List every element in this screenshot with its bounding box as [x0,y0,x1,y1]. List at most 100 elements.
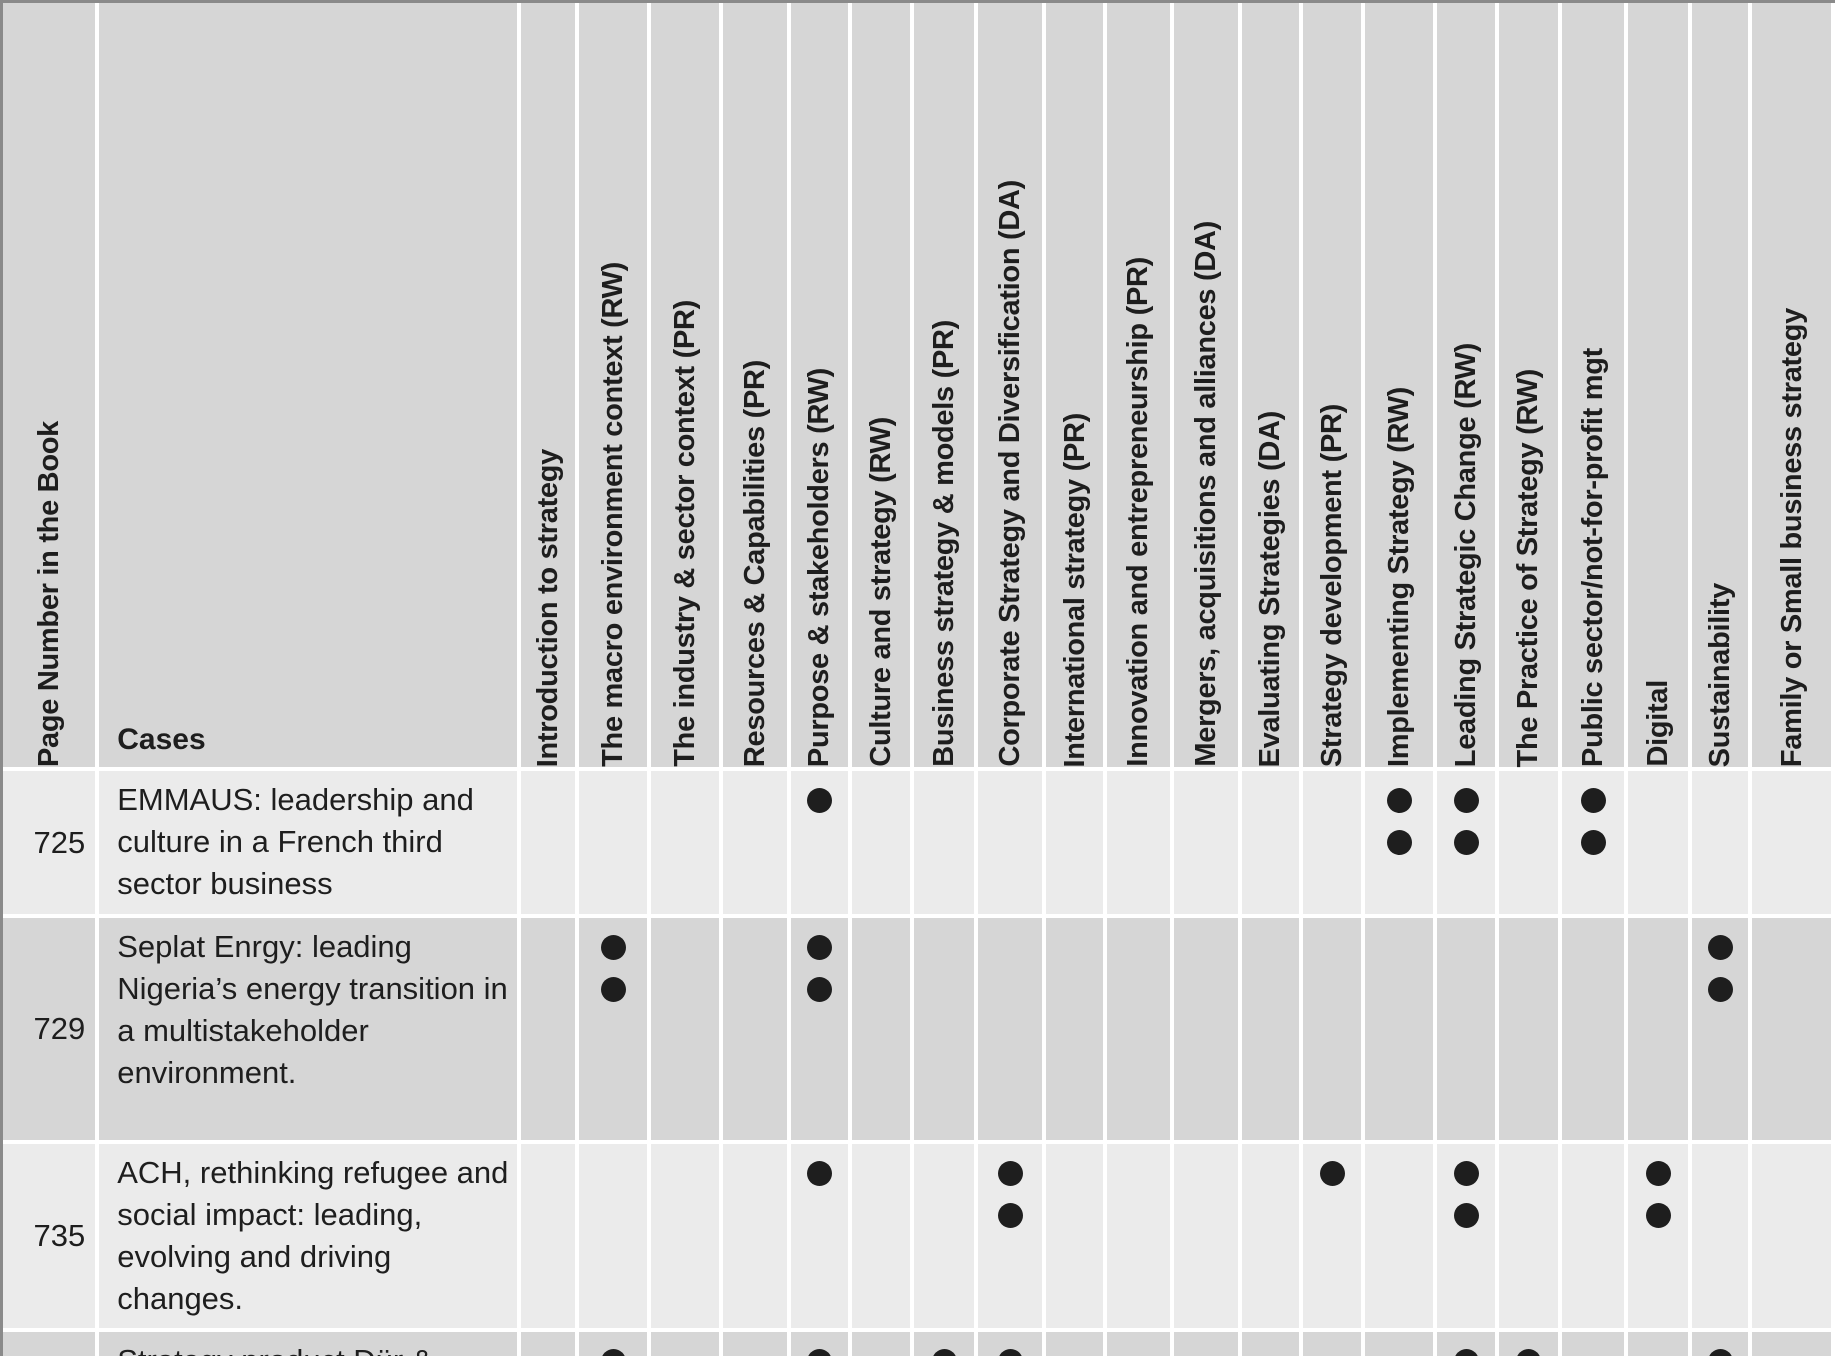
topic-cell [852,1332,911,1356]
bullet-dot-icon [807,935,833,960]
topic-cell [1365,1144,1433,1328]
page-number: 729 [3,918,96,1140]
topic-header: Culture and strategy (RW) [852,3,911,767]
topic-cell [1173,1144,1238,1328]
topic-cell [790,918,849,1140]
bullet-dot-icon [997,1203,1023,1228]
topic-cell [977,771,1042,914]
page-number: 725 [3,771,96,914]
topic-header: Public sector/not-for-profit mgt [1562,3,1625,767]
topic-cell [579,1332,648,1356]
topic-cell [977,1144,1042,1328]
bullet-dot-icon [1453,1161,1479,1186]
topic-header: The macro environment context (RW) [579,3,648,767]
bullet-dot-icon [1386,830,1412,855]
topic-label: Resources & Capabilities (PR) [738,359,771,767]
topic-cell [1562,1332,1625,1356]
topic-cell [1752,1332,1831,1356]
topic-cell [1498,918,1559,1140]
topic-cell [1045,1332,1104,1356]
bullet-dot-icon [807,788,833,813]
page-number: 735 [3,1144,96,1328]
bullet-dot-icon [1453,830,1479,855]
bullet-dot-icon [807,1349,833,1356]
topic-cell [1691,1332,1749,1356]
topic-cell [1691,771,1749,914]
topic-cell [1436,1332,1495,1356]
topic-cell [579,1144,648,1328]
topic-cell [1107,918,1170,1140]
case-title: EMMAUS: leadership and culture in a Fren… [99,771,517,914]
topic-cell [722,1144,787,1328]
topic-header: International strategy (PR) [1045,3,1104,767]
topic-cell [1628,771,1688,914]
topic-cell [852,1144,911,1328]
cases-header: Cases [99,3,517,767]
bullet-dot-icon [997,1161,1023,1186]
topic-cell [1562,771,1625,914]
bullet-dot-icon [932,1349,958,1356]
topic-cell [1365,1332,1433,1356]
cases-label: Cases [117,723,206,756]
case-title: Strategy product Dür & [99,1332,517,1356]
topic-label: Public sector/not-for-profit mgt [1577,348,1610,767]
topic-cell [1365,918,1433,1140]
topic-cell [1498,1144,1559,1328]
topic-cell [1303,771,1362,914]
topic-cell [1241,1144,1300,1328]
header-row: Page Number in the Book Cases Introduction… [3,3,1831,767]
topic-cell [1173,918,1238,1140]
topic-cell [1752,1144,1831,1328]
topic-label: Purpose & stakeholders (RW) [803,367,836,767]
bullet-dot-icon [1320,1161,1346,1186]
topic-header: Sustainability [1691,3,1749,767]
page-number [3,1332,96,1356]
table-row: 735 ACH, rethinking refugee and social im… [3,1144,1831,1328]
topic-cell [914,918,974,1140]
topic-header: Introduction to strategy [520,3,576,767]
page-number-label: Page Number in the Book [33,421,66,767]
case-title: Seplat Enrgy: leading Nigeria’s energy t… [99,918,517,1140]
topic-header: Evaluating Strategies (DA) [1241,3,1300,767]
topic-cell [1303,1144,1362,1328]
topic-cell [1045,1144,1104,1328]
topic-cell [1752,918,1831,1140]
topic-label: Introduction to strategy [532,448,565,767]
topic-label: Strategy development (PR) [1316,403,1349,767]
topic-header: Digital [1628,3,1688,767]
topic-cell [977,918,1042,1140]
topic-cell [1241,918,1300,1140]
topic-cell [1691,1144,1749,1328]
topic-label: Innovation and entrepreneurship (PR) [1122,257,1155,767]
topic-cell [1173,771,1238,914]
bullet-dot-icon [807,1161,833,1186]
topic-cell [852,771,911,914]
bullet-dot-icon [1707,1349,1733,1356]
topic-label: The Practice of Strategy (RW) [1512,368,1545,767]
topic-cell [651,918,719,1140]
topic-label: Digital [1642,680,1675,767]
bullet-dot-icon [1516,1349,1542,1356]
topic-cell [520,771,576,914]
topic-header: Corporate Strategy and Diversification (… [977,3,1042,767]
topic-cell [1498,771,1559,914]
topic-cell [1107,771,1170,914]
topic-label: Corporate Strategy and Diversification (… [993,180,1026,767]
topic-header: The Practice of Strategy (RW) [1498,3,1559,767]
topic-header: Mergers, acquisitions and alliances (DA) [1173,3,1238,767]
bullet-dot-icon [1581,788,1607,813]
bullet-dot-icon [807,977,833,1002]
topic-cell [722,918,787,1140]
topic-cell [1436,771,1495,914]
topic-cell [579,771,648,914]
bullet-dot-icon [601,1349,627,1356]
bullet-dot-icon [997,1349,1023,1356]
topic-label: Family or Small business strategy [1775,307,1808,767]
topic-cell [914,771,974,914]
topic-cell [1498,1332,1559,1356]
topic-cell [1107,1144,1170,1328]
topic-header: Leading Strategic Change (RW) [1436,3,1495,767]
topic-label: Culture and strategy (RW) [865,417,898,767]
